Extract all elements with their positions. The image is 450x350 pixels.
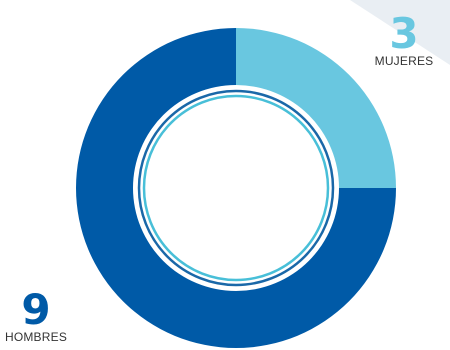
women-stat: 3 MUJERES [372, 9, 436, 69]
men-label: HOMBRES [4, 330, 68, 344]
men-count: 9 [21, 285, 51, 334]
men-stat: 9 HOMBRES [4, 285, 68, 345]
donut-hole [134, 86, 338, 290]
donut-slice-hombres [76, 28, 396, 348]
inner-ring-dark [137, 89, 335, 287]
donut-slice-mujeres [236, 28, 396, 188]
inner-ring-light [142, 94, 330, 282]
women-label: MUJERES [374, 54, 434, 68]
women-count: 3 [389, 9, 419, 58]
